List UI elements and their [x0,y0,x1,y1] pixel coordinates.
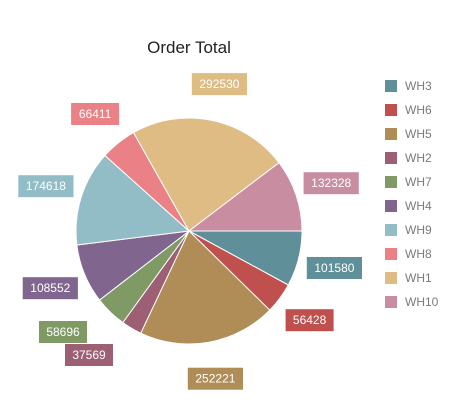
data-label-box [187,367,243,390]
data-label-wh6: 56428 [285,309,334,332]
legend-swatch [385,272,397,284]
legend-item-wh9[interactable]: WH9 [385,223,432,237]
data-label-wh1: 292530 [191,73,247,96]
data-label-box [71,103,120,125]
data-label-wh2: 37569 [65,344,113,366]
pie-slices [75,117,303,345]
legend-item-wh10[interactable]: WH10 [385,295,439,309]
pie-slice-wh9[interactable] [75,154,191,246]
pie-slice-wh1[interactable] [132,117,280,232]
legend-item-wh3[interactable]: WH3 [385,79,432,93]
data-label-text: 37569 [72,348,106,362]
legend-label: WH5 [405,127,432,141]
legend-swatch [385,224,397,236]
data-label-text: 58696 [46,325,80,339]
legend-swatch [385,152,397,164]
legend-item-wh4[interactable]: WH4 [385,199,432,213]
legend-swatch [385,200,397,212]
data-label-wh10: 132328 [303,172,359,195]
data-label-text: 132328 [311,176,351,190]
data-label-box [39,321,87,343]
data-label-wh3: 101580 [306,257,362,279]
legend-label: WH3 [405,79,432,93]
data-label-text: 101580 [314,261,354,275]
data-label-text: 252221 [195,372,235,386]
chart-title: Order Total [147,38,231,57]
legend-label: WH7 [405,175,432,189]
data-label-text: 174618 [26,179,66,193]
data-label-text: 56428 [293,313,327,327]
legend-swatch [385,296,397,308]
legend-item-wh5[interactable]: WH5 [385,127,432,141]
data-label-box [306,257,362,279]
legend-item-wh8[interactable]: WH8 [385,247,432,261]
data-label-box [22,277,78,300]
legend-label: WH8 [405,247,432,261]
data-label-wh8: 66411 [71,103,120,125]
data-label-box [65,344,113,366]
legend-label: WH6 [405,103,432,117]
data-label-wh5: 252221 [187,367,243,390]
legend-label: WH2 [405,151,432,165]
pie-slice-wh5[interactable] [140,230,271,345]
legend-label: WH1 [405,271,432,285]
legend-swatch [385,128,397,140]
legend: WH3 WH6 WH5 WH2 WH7 WH4 WH9 WH8 WH1 WH10 [385,79,439,309]
data-label-wh4: 108552 [22,277,78,300]
legend-item-wh1[interactable]: WH1 [385,271,432,285]
legend-swatch [385,104,397,116]
data-labels: 101580 56428 252221 37569 58696 108552 174618 6… [18,73,362,390]
legend-label: WH4 [405,199,432,213]
legend-item-wh2[interactable]: WH2 [385,151,432,165]
data-label-text: 292530 [199,77,239,91]
data-label-text: 66411 [79,107,112,121]
data-label-wh7: 58696 [39,321,87,343]
data-label-box [191,73,247,96]
legend-swatch [385,80,397,92]
pie-slice-wh10[interactable] [187,161,303,232]
legend-swatch [385,176,397,188]
legend-label: WH9 [405,223,432,237]
legend-item-wh6[interactable]: WH6 [385,103,432,117]
data-label-box [18,175,74,198]
data-label-box [303,172,359,195]
data-label-wh9: 174618 [18,175,74,198]
legend-label: WH10 [405,295,439,309]
legend-swatch [385,248,397,260]
data-label-text: 108552 [30,281,70,295]
data-label-box [285,309,334,332]
legend-item-wh7[interactable]: WH7 [385,175,432,189]
